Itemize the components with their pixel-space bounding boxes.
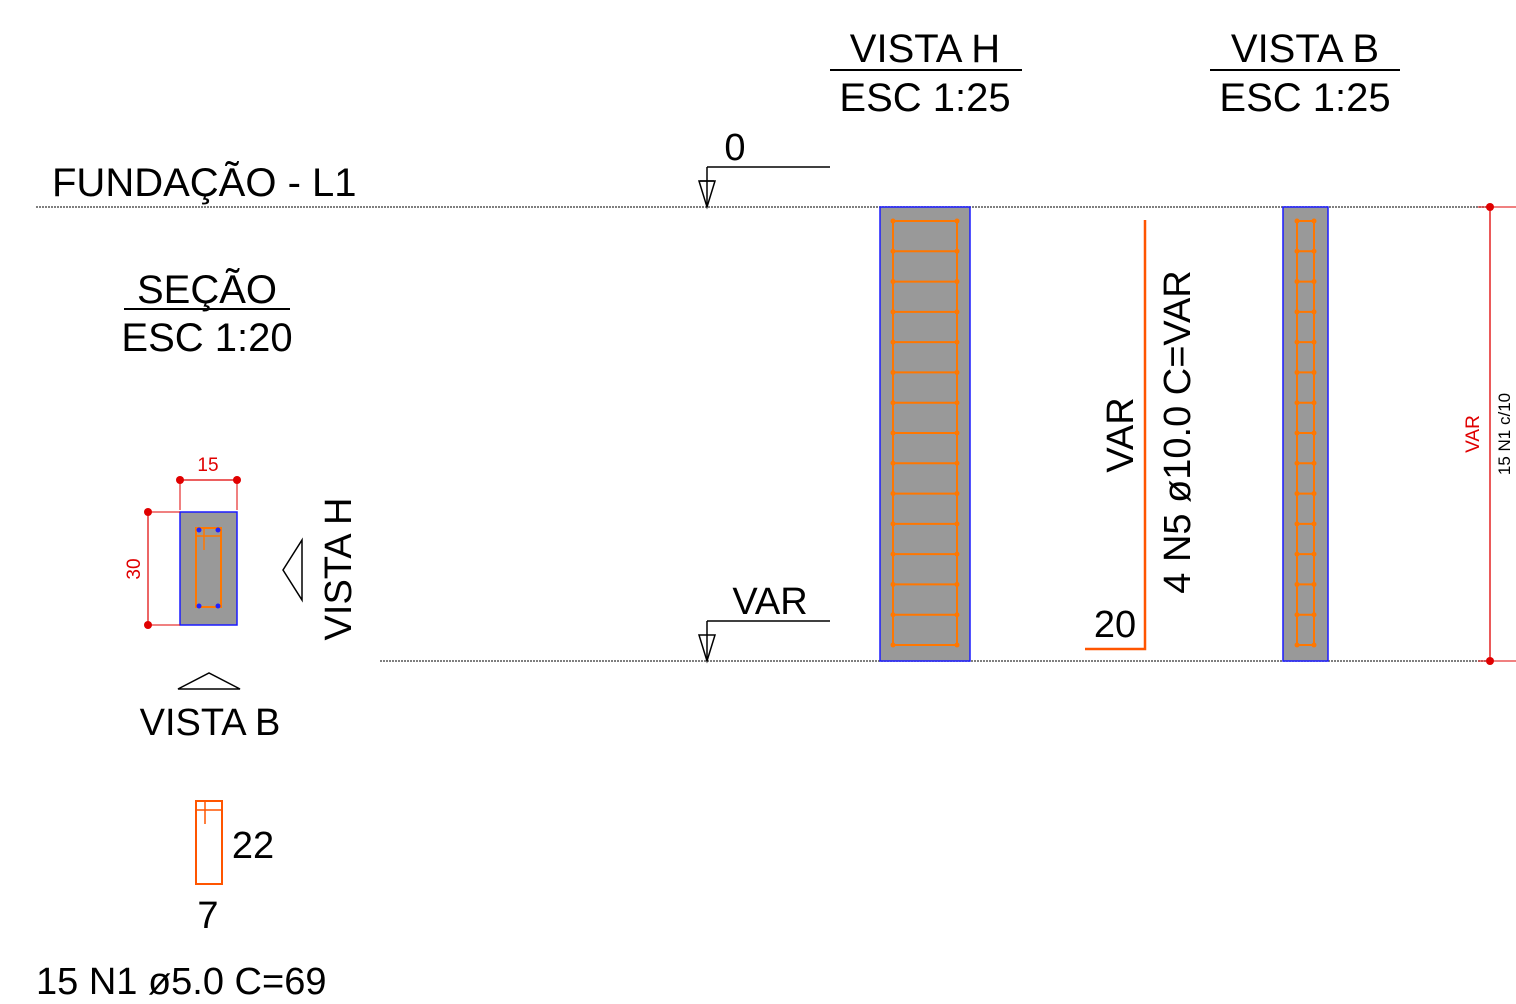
section-height-label: 30 [124, 558, 145, 579]
vista-b-node [1294, 642, 1300, 648]
vista-b-stirrups [1294, 218, 1317, 648]
level-bottom-label: VAR [732, 581, 807, 623]
vista-b-scale: ESC 1:25 [1219, 76, 1390, 120]
vista-h-node [890, 339, 896, 345]
vista-h-node [890, 642, 896, 648]
stirrup-detail: 22 7 15 N1 ø5.0 C=69 [36, 800, 326, 1003]
vista-b-node [1294, 400, 1300, 406]
vista-h-node [954, 309, 960, 315]
vista-b-header: VISTA B ESC 1:25 [1210, 27, 1400, 120]
vista-b-node [1294, 309, 1300, 315]
bar-callout: 4 N5 ø10.0 C=VAR [1157, 270, 1199, 594]
vista-b-node [1311, 551, 1317, 557]
vista-b-node [1294, 521, 1300, 527]
vista-h-node [954, 248, 960, 254]
vista-h-node [890, 218, 896, 224]
level-top-label: 0 [724, 127, 745, 169]
vista-b-node [1311, 309, 1317, 315]
vista-b-node [1294, 339, 1300, 345]
vista-h-node [890, 430, 896, 436]
stirrup-height-label: 22 [232, 825, 274, 867]
vista-b-node [1311, 612, 1317, 618]
view-b-arrow [177, 672, 241, 690]
vista-h-node [954, 218, 960, 224]
vista-b-node [1294, 430, 1300, 436]
vista-h-node [954, 339, 960, 345]
stirrup-width-label: 7 [197, 895, 218, 937]
vista-h-node [954, 551, 960, 557]
vista-h-node [954, 279, 960, 285]
section-width-label: 15 [197, 455, 218, 476]
vista-b-node [1311, 642, 1317, 648]
vista-h-node [890, 581, 896, 587]
vista-h-node [890, 309, 896, 315]
right-dimension: VAR 15 N1 c/10 [1463, 203, 1516, 665]
vista-h-node [954, 642, 960, 648]
view-h-marker-label: VISTA H [318, 498, 360, 641]
vista-h-node [954, 460, 960, 466]
secao-title: SEÇÃO [137, 267, 277, 312]
stirrup-callout: 15 N1 ø5.0 C=69 [36, 961, 326, 1003]
vista-h-node [954, 491, 960, 497]
vista-b-node [1311, 581, 1317, 587]
bar-hook-label: 20 [1094, 604, 1136, 646]
secao-scale: ESC 1:20 [121, 316, 292, 360]
vista-b-column [1282, 206, 1329, 662]
vista-h-scale: ESC 1:25 [839, 76, 1010, 120]
vista-b-node [1294, 248, 1300, 254]
vista-h-node [954, 430, 960, 436]
vista-b-node [1294, 491, 1300, 497]
vista-b-node [1311, 400, 1317, 406]
vista-h-column [879, 206, 971, 662]
vista-b-node [1311, 248, 1317, 254]
vista-h-node [890, 551, 896, 557]
longitudinal-bar-n5: 20 VAR 4 N5 ø10.0 C=VAR [1085, 220, 1199, 651]
vista-b-node [1311, 460, 1317, 466]
right-dim-spacing: 15 N1 c/10 [1495, 393, 1514, 475]
vista-h-node [890, 369, 896, 375]
vista-h-title: VISTA H [850, 27, 1000, 71]
vista-b-node [1311, 521, 1317, 527]
bar-length-label: VAR [1100, 397, 1142, 472]
vista-h-node [890, 248, 896, 254]
vista-b-node [1294, 460, 1300, 466]
vista-h-node [890, 460, 896, 466]
vista-b-node [1294, 218, 1300, 224]
vista-b-node [1311, 339, 1317, 345]
vista-b-node [1311, 369, 1317, 375]
vista-b-node [1294, 369, 1300, 375]
vista-b-node [1294, 279, 1300, 285]
vista-b-node [1311, 279, 1317, 285]
secao-header: SEÇÃO ESC 1:20 [121, 267, 292, 360]
vista-h-node [954, 400, 960, 406]
vista-h-node [890, 521, 896, 527]
cross-section: 15 30 VISTA H VISTA B [124, 455, 360, 744]
vista-h-node [890, 612, 896, 618]
vista-b-node [1311, 218, 1317, 224]
vista-h-node [954, 369, 960, 375]
vista-b-node [1294, 612, 1300, 618]
view-h-arrow [282, 537, 303, 603]
vista-h-stirrups [890, 218, 960, 648]
vista-h-node [890, 279, 896, 285]
right-dim-length: VAR [1463, 415, 1484, 453]
view-b-marker-label: VISTA B [140, 702, 281, 744]
vista-h-node [890, 400, 896, 406]
vista-b-node [1311, 430, 1317, 436]
vista-b-node [1311, 491, 1317, 497]
vista-b-title: VISTA B [1231, 27, 1379, 71]
vista-h-node [954, 581, 960, 587]
vista-b-node [1294, 581, 1300, 587]
vista-h-node [954, 521, 960, 527]
level-marker-bottom: VAR [697, 581, 830, 664]
level-marker-top: 0 [697, 127, 830, 210]
vista-h-node [954, 612, 960, 618]
vista-b-node [1294, 551, 1300, 557]
vista-h-header: VISTA H ESC 1:25 [830, 27, 1022, 120]
vista-h-node [890, 491, 896, 497]
drawing-title: FUNDAÇÃO - L1 [52, 160, 357, 205]
